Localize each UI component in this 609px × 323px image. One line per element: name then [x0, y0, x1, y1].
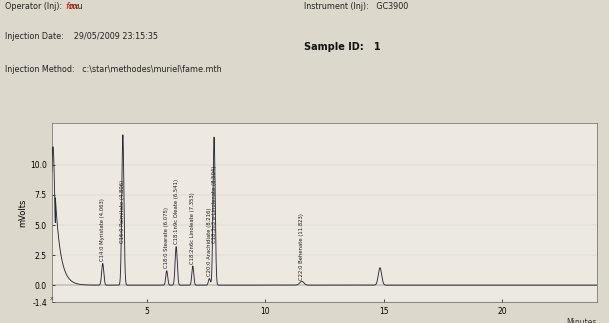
Text: x: x	[50, 297, 54, 301]
Text: C22:0 Behenate (11.823): C22:0 Behenate (11.823)	[299, 213, 304, 280]
Text: Injection Method:   c:\star\methodes\muriel\fame.mth: Injection Method: c:\star\methodes\murie…	[5, 65, 222, 74]
Text: C18:2n6c Linoleate (7.353): C18:2n6c Linoleate (7.353)	[190, 192, 195, 264]
Y-axis label: mVolts: mVolts	[18, 198, 27, 226]
Text: C18:1n9c Oleate (6.541): C18:1n9c Oleate (6.541)	[174, 179, 178, 244]
Text: C20:0 Arachidiate (8.216): C20:0 Arachidiate (8.216)	[207, 208, 212, 276]
Text: Injection Date:    29/05/2009 23:15:35: Injection Date: 29/05/2009 23:15:35	[5, 32, 158, 41]
Text: Instrument (Inj):   GC3900: Instrument (Inj): GC3900	[304, 2, 409, 11]
Text: C18:0 Stearate (6.075): C18:0 Stearate (6.075)	[164, 207, 169, 268]
Text: fox: fox	[65, 2, 79, 11]
Text: C14:0 Myristate (4.063): C14:0 Myristate (4.063)	[100, 198, 105, 261]
Text: Operator (Inj):   mu: Operator (Inj): mu	[5, 2, 85, 11]
Text: C16:0 Palmitate (4.806): C16:0 Palmitate (4.806)	[121, 180, 125, 243]
Text: Sample ID:   1: Sample ID: 1	[304, 42, 381, 52]
Text: Minutes: Minutes	[566, 318, 597, 323]
Text: C18:3n3 a-Linolenate (8.504): C18:3n3 a-Linolenate (8.504)	[211, 166, 217, 243]
